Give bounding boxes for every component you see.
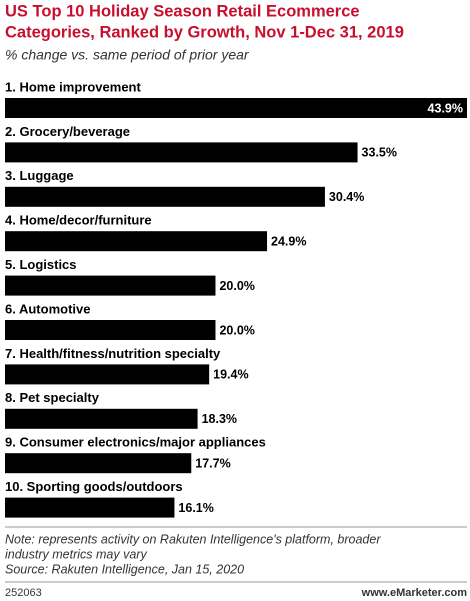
bar [5, 186, 325, 207]
value-label: 20.0% [219, 279, 254, 293]
category-label: 4. Home/decor/furniture [5, 213, 152, 228]
category-label: 6. Automotive [5, 301, 90, 316]
value-label: 33.5% [362, 146, 397, 160]
category-label: 1. Home improvement [5, 79, 141, 94]
bar [5, 231, 268, 252]
bar [5, 320, 216, 340]
bar [5, 98, 467, 118]
category-label: 9. Consumer electronics/major appliances [5, 435, 266, 450]
category-label: 3. Luggage [5, 168, 74, 183]
value-label: 24.9% [271, 234, 306, 248]
bar [5, 142, 358, 163]
value-label: 20.0% [219, 323, 254, 337]
chart-title: US Top 10 Holiday Season Retail Ecommerc… [5, 2, 360, 20]
value-label: 19.4% [213, 368, 248, 382]
bar [5, 497, 175, 518]
note: Note: represents activity on Rakuten Int… [5, 532, 381, 546]
category-label: 5. Logistics [5, 257, 77, 272]
category-label: 2. Grocery/beverage [5, 124, 130, 139]
bar [5, 275, 216, 296]
bar [5, 453, 192, 474]
chart-subtitle: % change vs. same period of prior year [5, 47, 250, 63]
category-label: 8. Pet specialty [5, 390, 100, 405]
bar [5, 364, 210, 385]
note: industry metrics may vary [5, 547, 147, 561]
chart-id: 252063 [5, 587, 42, 599]
value-label: 18.3% [202, 412, 237, 426]
category-label: 7. Health/fitness/nutrition specialty [5, 346, 221, 361]
value-label: 30.4% [329, 190, 364, 204]
chart-title: Categories, Ranked by Growth, Nov 1-Dec … [5, 23, 404, 41]
value-label: 16.1% [178, 501, 213, 515]
bar [5, 408, 198, 429]
value-label: 43.9% [428, 101, 463, 115]
value-label: 17.7% [195, 456, 230, 470]
category-label: 10. Sporting goods/outdoors [5, 479, 183, 494]
source: Source: Rakuten Intelligence, Jan 15, 20… [5, 562, 244, 576]
site: www.eMarketer.com [361, 587, 468, 599]
